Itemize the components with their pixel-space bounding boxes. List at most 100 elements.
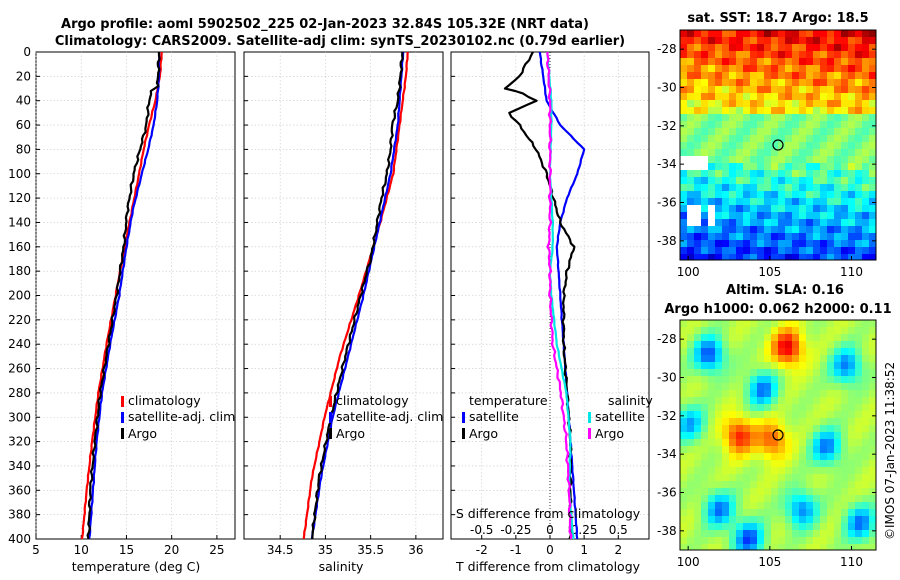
sla-cell: [708, 509, 715, 516]
sla-cell: [778, 376, 785, 383]
sst-cell: [680, 240, 687, 247]
sst-cell: [694, 212, 701, 219]
sst-cell: [694, 170, 701, 177]
sst-cell: [680, 86, 687, 93]
sst-cell: [743, 226, 750, 233]
sla-cell: [701, 488, 708, 495]
sst-cell: [722, 107, 729, 114]
sst-cell: [771, 121, 778, 128]
sst-cell: [743, 107, 750, 114]
legend-label-climatology: climatology: [336, 393, 409, 408]
sst-cell: [764, 44, 771, 51]
sst-cell: [771, 100, 778, 107]
sla-cell: [771, 467, 778, 474]
sla-cell: [869, 530, 876, 537]
sst-cell: [694, 163, 701, 170]
sla-cell: [813, 327, 820, 334]
sst-cell: [841, 44, 848, 51]
sst-cell: [820, 51, 827, 58]
sst-cell: [841, 198, 848, 205]
sst-cell: [848, 65, 855, 72]
sla-cell: [827, 397, 834, 404]
sla-cell: [771, 502, 778, 509]
sst-cell: [687, 142, 694, 149]
depth-tick-label: 140: [8, 215, 31, 229]
sst-cell: [778, 86, 785, 93]
map-lat-label: -32: [657, 119, 677, 133]
sst-cell: [736, 184, 743, 191]
sla-cell: [701, 411, 708, 418]
sla-cell: [694, 418, 701, 425]
sst-cell: [820, 37, 827, 44]
sst-cell: [855, 219, 862, 226]
sla-cell: [764, 537, 771, 544]
sla-cell: [708, 523, 715, 530]
legend-swatch-satellite: [329, 412, 332, 423]
sst-cell: [694, 198, 701, 205]
sla-cell: [708, 383, 715, 390]
sst-cell: [785, 212, 792, 219]
sla-cell: [813, 439, 820, 446]
sst-cell: [827, 121, 834, 128]
depth-tick-label: 300: [8, 410, 31, 424]
sst-cell: [771, 170, 778, 177]
sst-cell: [743, 30, 750, 37]
depth-tick-label: 80: [16, 142, 31, 156]
legend-title-temperature: temperature: [469, 393, 548, 408]
sst-cell: [764, 149, 771, 156]
sst-cell: [694, 205, 701, 212]
sst-cell: [869, 156, 876, 163]
sla-cell: [820, 509, 827, 516]
sst-cell: [792, 135, 799, 142]
sla-cell: [715, 376, 722, 383]
sla-cell: [792, 362, 799, 369]
sla-cell: [715, 432, 722, 439]
sla-cell: [680, 502, 687, 509]
sst-cell: [792, 93, 799, 100]
sla-cell: [785, 516, 792, 523]
sla-cell: [687, 432, 694, 439]
sst-cell: [722, 128, 729, 135]
sst-cell: [799, 37, 806, 44]
sst-cell: [869, 163, 876, 170]
sla-cell: [834, 481, 841, 488]
sst-cell: [792, 170, 799, 177]
sst-cell: [680, 198, 687, 205]
sla-cell: [694, 481, 701, 488]
sla-cell: [806, 474, 813, 481]
sla-cell: [736, 495, 743, 502]
sla-cell: [708, 544, 715, 550]
sst-cell: [799, 198, 806, 205]
sla-cell: [771, 460, 778, 467]
sla-cell: [771, 432, 778, 439]
sst-cell: [778, 58, 785, 65]
sst-cell: [848, 121, 855, 128]
sst-cell: [862, 212, 869, 219]
sst-cell: [778, 37, 785, 44]
sla-cell: [855, 418, 862, 425]
sst-cell: [778, 128, 785, 135]
sst-cell: [736, 170, 743, 177]
sla-cell: [792, 474, 799, 481]
sst-cell: [729, 114, 736, 121]
sla-cell: [715, 446, 722, 453]
sst-cell: [785, 107, 792, 114]
sst-cell: [827, 30, 834, 37]
sla-cell: [722, 474, 729, 481]
sla-cell: [736, 523, 743, 530]
sla-cell: [792, 460, 799, 467]
depth-tick-label: 380: [8, 508, 31, 522]
sla-cell: [785, 369, 792, 376]
sst-cell: [708, 86, 715, 93]
sla-cell: [736, 481, 743, 488]
sla-cell: [764, 390, 771, 397]
sst-cell: [813, 149, 820, 156]
sst-cell: [687, 254, 694, 260]
sla-cell: [813, 383, 820, 390]
sst-cell: [743, 37, 750, 44]
sst-cell: [687, 79, 694, 86]
sst-cell: [778, 149, 785, 156]
sla-cell: [764, 327, 771, 334]
map-lat-label: -36: [657, 486, 677, 500]
